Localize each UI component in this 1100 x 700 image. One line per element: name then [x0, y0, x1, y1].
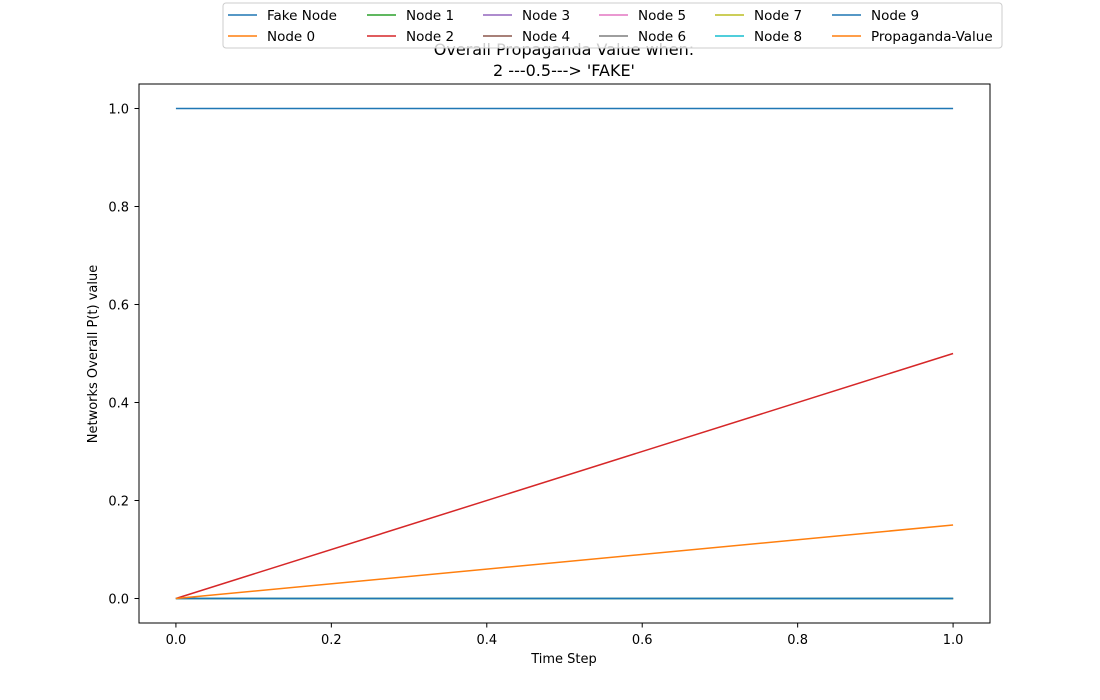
legend-item-node-0: Node 0 — [228, 29, 315, 45]
legend-item-node-4: Node 4 — [483, 29, 570, 45]
legend-item-node-6: Node 6 — [599, 29, 686, 45]
y-tick-label: 0.8 — [108, 201, 129, 216]
legend-label: Node 3 — [522, 8, 570, 24]
y-tick-label: 0.2 — [108, 495, 129, 510]
y-axis-label: Networks Overall P(t) value — [86, 265, 101, 444]
legend-label: Node 9 — [871, 8, 919, 24]
legend-item-node-1: Node 1 — [367, 8, 454, 24]
legend-item-node-5: Node 5 — [599, 8, 686, 24]
legend-label: Node 7 — [754, 8, 802, 24]
x-tick-label: 0.0 — [166, 633, 187, 648]
y-axis: 0.0 0.2 0.4 0.6 0.8 1.0 — [108, 103, 139, 608]
plot-lines — [175, 107, 954, 600]
y-tick-label: 0.4 — [108, 397, 129, 412]
y-tick-label: 1.0 — [108, 103, 129, 118]
legend-label: Node 6 — [638, 29, 686, 45]
legend-item-node-9: Node 9 — [832, 8, 919, 24]
series-line-propaganda-value — [175, 524, 954, 600]
legend-box — [222, 2, 1003, 49]
x-tick-label: 0.6 — [632, 633, 653, 648]
legend-item-fake-node: Fake Node — [228, 8, 337, 24]
legend-item-node-2: Node 2 — [367, 29, 454, 45]
legend-item-node-7: Node 7 — [715, 8, 802, 24]
x-tick-label: 0.8 — [787, 633, 808, 648]
chart-title-line-2: 2 ---0.5---> 'FAKE' — [493, 61, 635, 80]
x-tick-label: 1.0 — [943, 633, 964, 648]
legend-label: Node 2 — [406, 29, 454, 45]
x-tick-label: 0.4 — [476, 633, 497, 648]
legend-label: Node 4 — [522, 29, 570, 45]
legend-item-propaganda-value: Propaganda-Value — [832, 29, 993, 45]
legend-label: Node 5 — [638, 8, 686, 24]
x-axis-label: Time Step — [530, 652, 597, 667]
legend-label: Fake Node — [267, 8, 337, 24]
series-line-node-2 — [175, 352, 954, 600]
legend-label: Node 8 — [754, 29, 802, 45]
x-axis: 0.0 0.2 0.4 0.6 0.8 1.0 — [166, 623, 964, 648]
legend: Fake Node Node 0 Node 1 Node 2 Node 3 Node 4 N… — [222, 2, 1003, 49]
legend-item-node-8: Node 8 — [715, 29, 802, 45]
y-tick-label: 0.6 — [108, 299, 129, 314]
legend-label: Propaganda-Value — [871, 29, 993, 45]
legend-label: Node 0 — [267, 29, 315, 45]
legend-label: Node 1 — [406, 8, 454, 24]
plot-frame — [138, 83, 991, 624]
y-tick-label: 0.0 — [108, 593, 129, 608]
legend-item-node-3: Node 3 — [483, 8, 570, 24]
x-tick-label: 0.2 — [321, 633, 342, 648]
